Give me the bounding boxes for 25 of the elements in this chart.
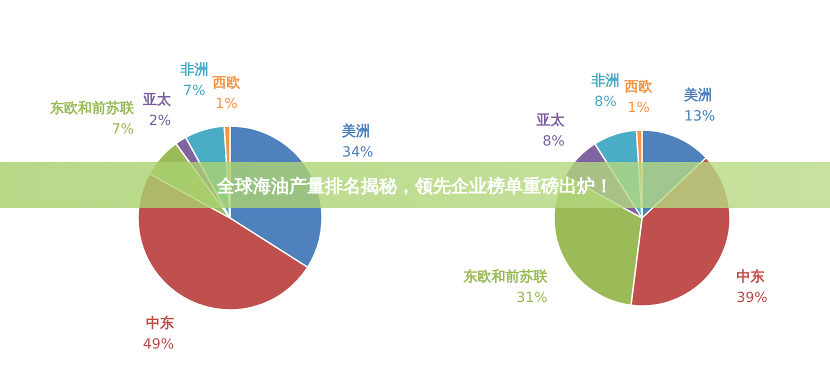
slice-label: 美洲 [341,122,370,140]
data-label: 39% [736,290,768,306]
slice-label: 中东 [736,268,764,286]
data-label: 1% [628,100,650,116]
data-label: 8% [542,133,565,150]
data-label: 2% [148,113,172,130]
data-label: 49% [142,336,174,353]
slice-label: 西欧 [212,75,242,92]
slice-label: 亚太 [536,112,566,128]
data-label: 8% [594,94,617,110]
slice-label: 亚太 [142,92,172,108]
data-label: 1% [215,96,238,112]
data-label: 7% [183,83,206,100]
slice-label: 东欧和前苏联 [462,268,549,286]
data-label: 7% [112,121,134,138]
text: 全球海油产量排名揭秘，领先企业榜单重磅出炉！ [216,176,613,197]
slice-label: 中东 [146,314,174,332]
slice-label: 非洲 [179,62,208,78]
slice-label: 东欧和前苏联 [48,99,135,116]
data-label: 31% [516,290,548,306]
data-label: 34% [342,144,374,160]
slice-label: 美洲 [683,86,712,104]
slice-label: 西欧 [624,79,654,96]
data-label: 13% [684,108,716,125]
slice-label: 非洲 [590,72,620,89]
